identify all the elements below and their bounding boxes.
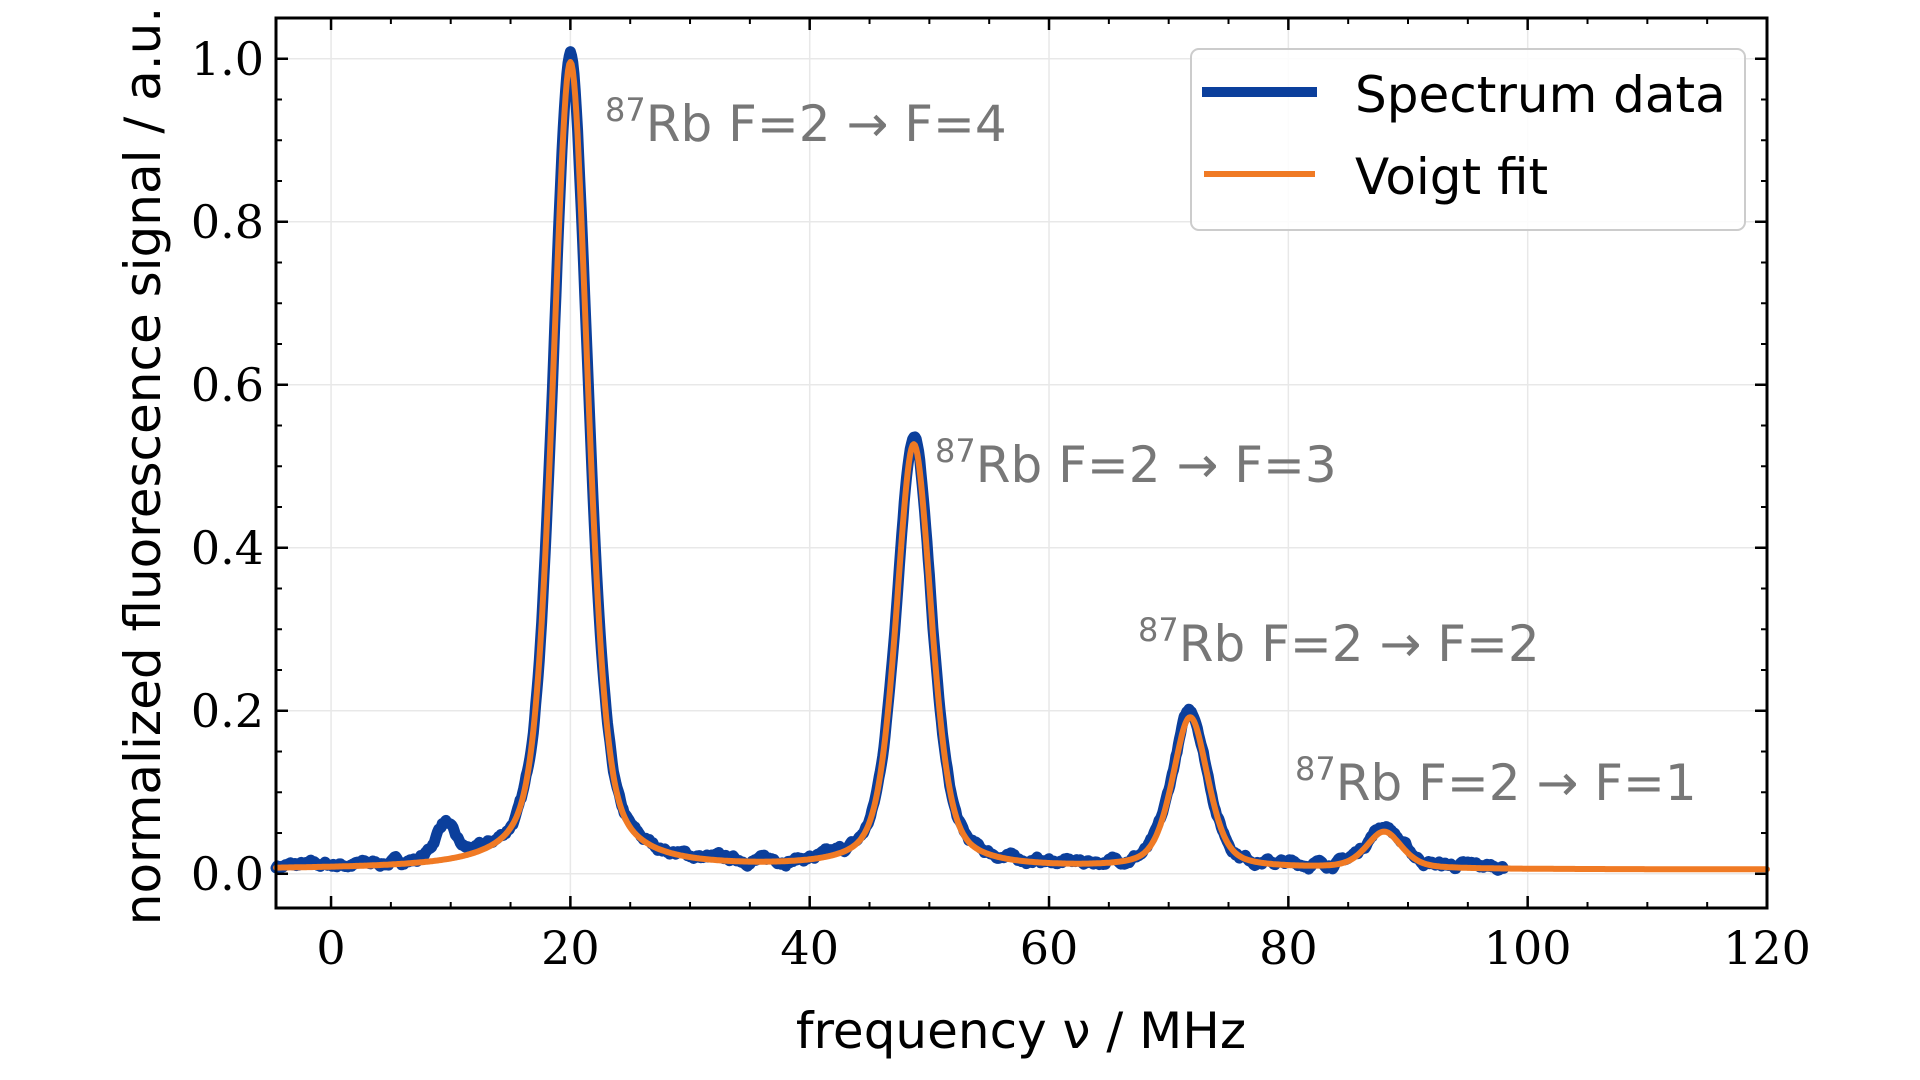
- ticks: 0 20 40 60 80 100 120 0.0 0.2 0.4 0.6 0.8 1.0: [191, 18, 1811, 975]
- peak-annotation: 87Rb F=2 → F=2: [1138, 611, 1540, 673]
- y-tick-label: 0.2: [191, 684, 264, 738]
- isotope-superscript: 87: [1295, 750, 1336, 788]
- isotope-superscript: 87: [1138, 611, 1179, 649]
- voigt-fit-line: [273, 59, 1770, 873]
- x-tick-label: 80: [1259, 921, 1318, 975]
- peak-annotation: 87Rb F=2 → F=4: [605, 91, 1007, 153]
- y-tick-label: 0.0: [191, 847, 264, 901]
- transition-label: Rb F=2 → F=3: [976, 436, 1337, 494]
- x-tick-label: 120: [1723, 921, 1811, 975]
- x-tick-label: 60: [1020, 921, 1079, 975]
- peak-annotation: 87Rb F=2 → F=3: [935, 432, 1337, 494]
- x-tick-label: 40: [780, 921, 839, 975]
- x-axis-label: frequency ν / MHz: [796, 1002, 1246, 1060]
- y-tick-label: 1.0: [191, 32, 264, 86]
- isotope-superscript: 87: [605, 91, 646, 129]
- x-tick-label: 20: [541, 921, 600, 975]
- transition-label: Rb F=2 → F=4: [646, 95, 1007, 153]
- isotope-superscript: 87: [935, 432, 976, 470]
- y-tick-label: 0.6: [191, 358, 264, 412]
- peak-annotation: 87Rb F=2 → F=1: [1295, 750, 1697, 812]
- legend-label-spectrum: Spectrum data: [1355, 66, 1726, 124]
- y-tick-label: 0.8: [191, 195, 264, 249]
- legend: Spectrum data Voigt fit: [1190, 48, 1746, 231]
- y-tick-label: 0.4: [191, 521, 264, 575]
- transition-label: Rb F=2 → F=1: [1336, 754, 1697, 812]
- x-tick-label: 100: [1484, 921, 1572, 975]
- legend-label-fit: Voigt fit: [1355, 148, 1548, 206]
- transition-label: Rb F=2 → F=2: [1179, 615, 1540, 673]
- x-tick-label: 0: [316, 921, 345, 975]
- axes-frame: [274, 16, 1769, 910]
- y-axis-label: normalized fluorescence signal / a.u.: [114, 7, 172, 926]
- legend-box: [1190, 48, 1746, 231]
- plot-area: [270, 46, 1770, 876]
